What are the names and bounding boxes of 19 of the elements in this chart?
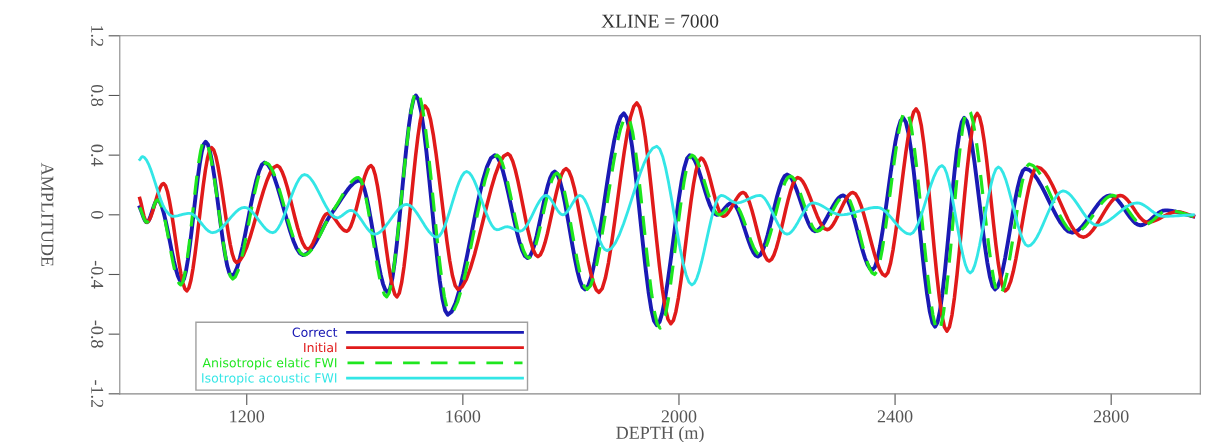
x-tick-label: 1200 xyxy=(230,410,265,423)
y-tick-label: 1.2 xyxy=(91,26,104,47)
x-axis-title: DEPTH (m) xyxy=(616,426,704,442)
text: Initial xyxy=(304,342,337,353)
x-tick-label: 2000 xyxy=(661,410,697,423)
y-tick-label: 0.4 xyxy=(91,144,104,167)
chart-title: XLINE = 7000 xyxy=(601,14,719,28)
x-tick-label: 2800 xyxy=(1093,410,1129,423)
text: Anisotropic elatic FWI xyxy=(202,357,337,370)
x-tick-label: 2400 xyxy=(877,410,913,423)
y-tick-label: -1.2 xyxy=(91,380,104,408)
y-tick-label: -0.4 xyxy=(91,260,104,289)
y-axis-title: AMPLITUDE xyxy=(41,162,54,267)
y-tick-label: 0 xyxy=(91,210,104,219)
y-tick-label: 0.8 xyxy=(91,84,104,107)
x-tick-label: 1600 xyxy=(446,410,481,423)
text: Isotropic acoustic FWI xyxy=(202,372,337,386)
text: Correct xyxy=(292,327,338,337)
y-tick-label: -0.8 xyxy=(91,320,104,348)
